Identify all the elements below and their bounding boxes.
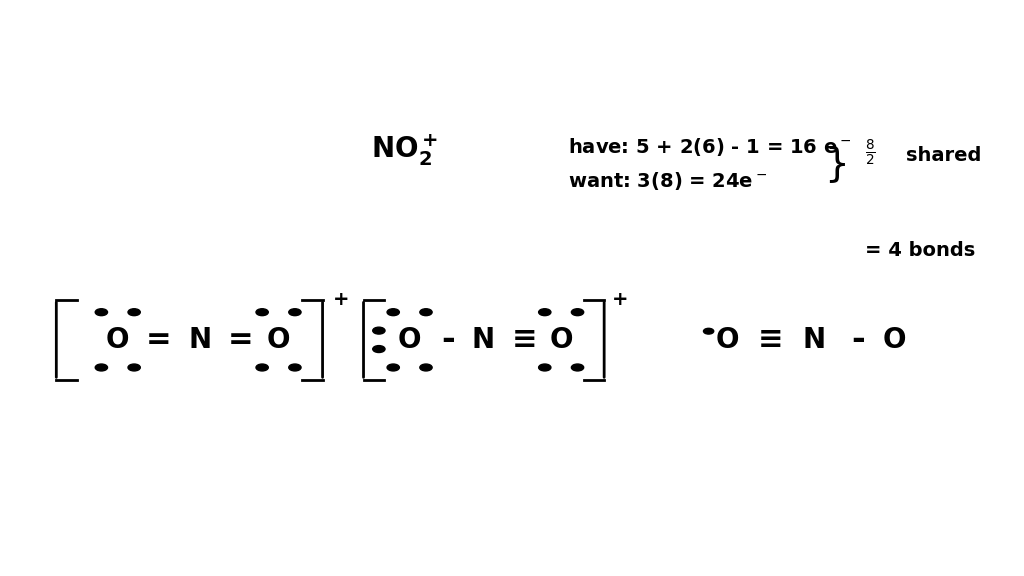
Text: shared: shared [906,146,982,165]
Circle shape [289,309,301,316]
Text: have: 5 + 2(6) - 1 = 16 e$^-$: have: 5 + 2(6) - 1 = 16 e$^-$ [568,136,852,158]
Text: $\frac{8}{2}$: $\frac{8}{2}$ [865,138,876,168]
Text: -: - [441,323,456,357]
Text: N: N [803,326,825,354]
Circle shape [420,364,432,371]
Text: -: - [851,323,865,357]
Circle shape [256,309,268,316]
Text: =: = [227,325,254,354]
Circle shape [420,309,432,316]
Text: O: O [883,326,905,354]
Text: +: + [612,290,629,309]
Circle shape [539,364,551,371]
Text: ≡: ≡ [512,325,537,354]
Circle shape [373,346,385,353]
Circle shape [289,364,301,371]
Text: ≡: ≡ [758,325,782,354]
Circle shape [128,309,140,316]
Text: N: N [472,326,495,354]
Circle shape [703,328,714,334]
Circle shape [571,364,584,371]
Text: = 4 bonds: = 4 bonds [865,241,976,260]
Circle shape [256,364,268,371]
Circle shape [373,327,385,334]
Circle shape [128,364,140,371]
Circle shape [95,309,108,316]
Circle shape [571,309,584,316]
Text: O: O [398,326,421,354]
Text: N: N [188,326,211,354]
Text: +: + [333,290,349,309]
Circle shape [387,364,399,371]
Text: O: O [267,326,290,354]
Text: $\mathregular{NO_2^+}$: $\mathregular{NO_2^+}$ [371,132,438,168]
Text: want: 3(8) = 24e$^-$: want: 3(8) = 24e$^-$ [568,170,767,192]
Circle shape [387,309,399,316]
Circle shape [539,309,551,316]
Text: =: = [145,325,172,354]
Circle shape [95,364,108,371]
Text: $\}$: $\}$ [823,143,846,185]
Text: O: O [550,326,572,354]
Text: O: O [106,326,129,354]
Text: O: O [716,326,738,354]
